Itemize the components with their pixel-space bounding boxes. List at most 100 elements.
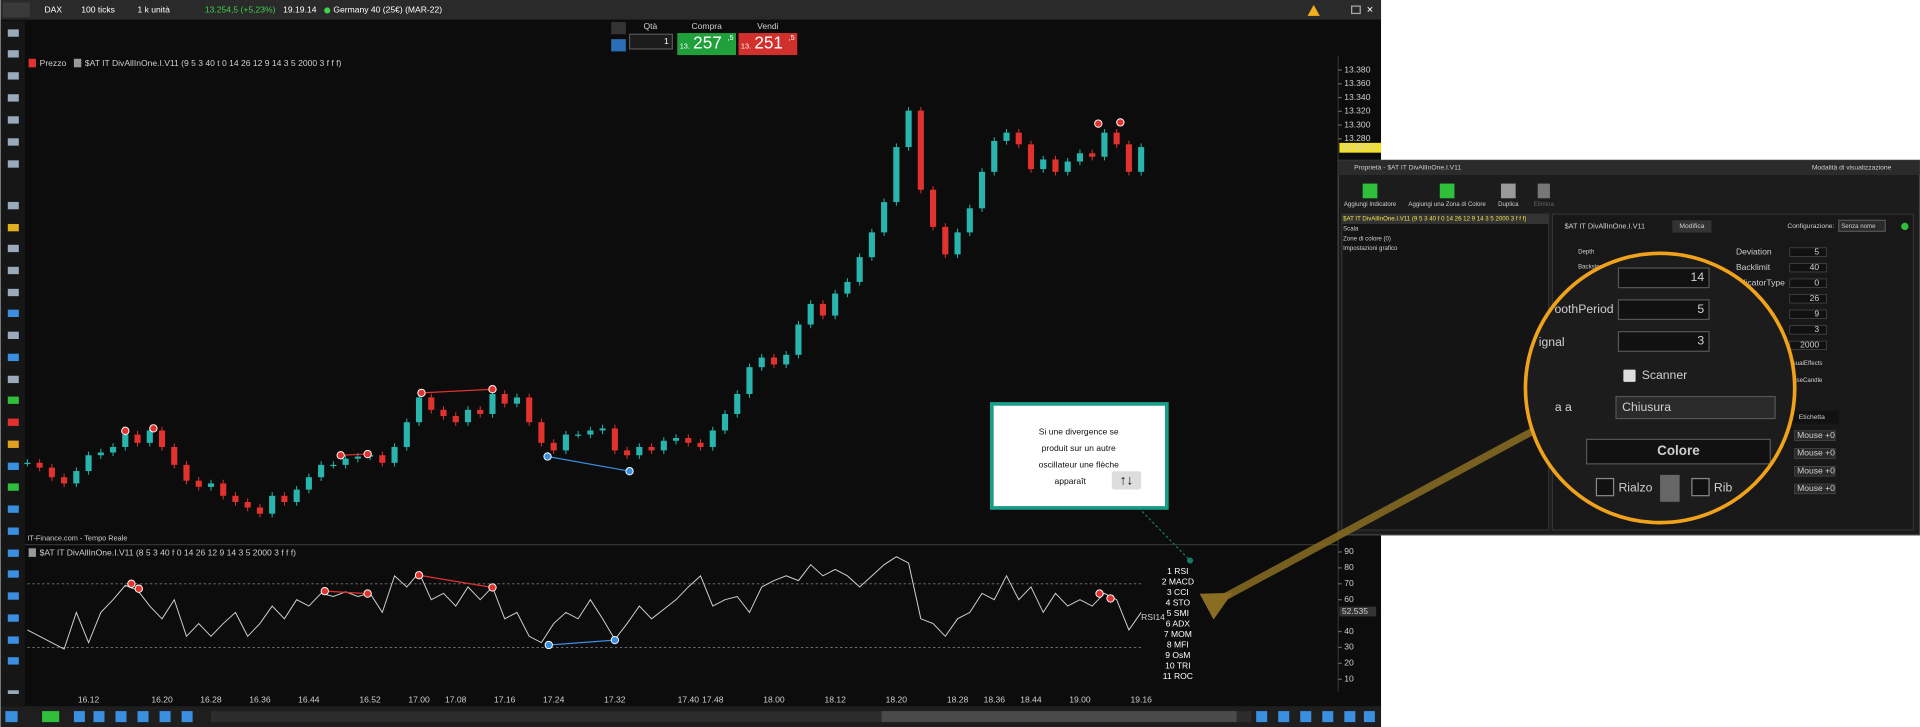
mouse-select[interactable] xyxy=(1794,430,1836,441)
param-label: Backlimit xyxy=(1736,262,1771,272)
oscillator-item[interactable]: 11 ROC xyxy=(1163,671,1193,681)
buy-label: Compra xyxy=(691,21,722,31)
param-input[interactable] xyxy=(1789,294,1827,304)
oscillator-item[interactable]: 7 MOM xyxy=(1164,629,1192,639)
order-tool[interactable] xyxy=(611,22,626,35)
zoom-param: oothPeriod xyxy=(1554,302,1613,316)
legend-swatch xyxy=(28,58,36,68)
oscillator-item[interactable]: 4 STO xyxy=(1166,597,1191,607)
x-tick-label: 17.08 xyxy=(445,694,467,704)
tree-item[interactable]: Zone di colore (0) xyxy=(1343,235,1391,242)
x-tick-label: 18.36 xyxy=(984,694,1006,704)
candle xyxy=(770,357,778,365)
param-label: Backstep xyxy=(1578,263,1604,270)
candle xyxy=(183,464,190,481)
tree-item[interactable]: Impostazioni grafico xyxy=(1343,245,1398,252)
indicator-legend[interactable]: $AT IT DivAllInOne.I.V11 (8 5 3 40 f 0 1… xyxy=(40,547,297,557)
sell-prefix: 13. xyxy=(741,41,751,50)
x-tick-label: 18.28 xyxy=(947,694,969,704)
edit-label[interactable]: Modifica xyxy=(1679,223,1704,230)
qty-input[interactable] xyxy=(628,33,673,50)
candle xyxy=(697,442,704,447)
param-input[interactable] xyxy=(1789,263,1827,273)
sell-suffix: ,5 xyxy=(789,33,795,42)
x-tick-label: 16.52 xyxy=(359,694,381,704)
param-label: ndicatorType xyxy=(1736,277,1785,287)
calc-value[interactable]: Chiusura xyxy=(1622,400,1671,414)
add-config[interactable] xyxy=(1901,222,1909,231)
label-header-bg xyxy=(1784,411,1839,424)
top-toolbar xyxy=(0,0,1382,20)
keypad[interactable] xyxy=(611,39,626,52)
candle xyxy=(232,495,239,502)
candle xyxy=(293,489,300,502)
sell-button[interactable] xyxy=(738,33,798,56)
x-tick-label: 17.40 xyxy=(678,694,700,704)
callout-box xyxy=(989,402,1169,510)
buy-suffix: ,5 xyxy=(727,33,733,42)
y-tick-label: 13.340 xyxy=(1344,92,1370,102)
y-tick-label: 13.300 xyxy=(1344,119,1370,129)
candle xyxy=(575,434,582,436)
buy-prefix: 13. xyxy=(680,41,690,50)
oscillator-item[interactable]: 10 TRI xyxy=(1165,661,1191,671)
instrument[interactable]: DAX xyxy=(45,5,63,15)
tree-item[interactable]: Scala xyxy=(1343,225,1359,232)
scanner-option[interactable]: Scanner xyxy=(1642,368,1688,382)
legend-price[interactable]: Prezzo xyxy=(40,58,67,68)
legend-indicator[interactable]: $AT IT DivAllInOne.I.V11 (9 5 3 40 t 0 1… xyxy=(85,58,342,68)
candle xyxy=(207,483,215,487)
close-button[interactable]: ✕ xyxy=(1366,5,1373,15)
param-input[interactable] xyxy=(1789,340,1827,350)
candle xyxy=(305,477,312,490)
display-mode[interactable]: Modalità di visualizzazione xyxy=(1812,164,1892,171)
candle xyxy=(195,480,202,487)
oscillator-item[interactable]: 6 ADX xyxy=(1166,618,1191,628)
param-input[interactable] xyxy=(1789,309,1827,319)
callout-line: oscillateur une flèche xyxy=(1039,459,1120,469)
config-value[interactable]: Senza nome xyxy=(1841,223,1876,230)
param-input[interactable] xyxy=(1789,278,1827,288)
tree-item[interactable]: $AT IT DivAllInOne.I.V11 (9 5 3 40 f 0 1… xyxy=(1343,216,1526,223)
add-zone[interactable]: Aggiungi una Zona di Colore xyxy=(1408,201,1486,208)
param-input[interactable] xyxy=(1789,247,1827,257)
oscillator-item[interactable]: 2 MACD xyxy=(1162,576,1194,586)
restore-button[interactable] xyxy=(1351,5,1361,15)
oscillator-item[interactable]: 3 CCI xyxy=(1167,587,1189,597)
candle xyxy=(61,477,68,484)
candle xyxy=(1113,132,1120,145)
oscillator-item[interactable]: 8 MFI xyxy=(1167,640,1189,650)
units[interactable]: 1 k unità xyxy=(138,5,171,15)
config-select[interactable] xyxy=(1838,219,1886,232)
param-value: 26 xyxy=(1810,293,1820,303)
param-label: Deviation xyxy=(1736,246,1772,256)
window-buttons xyxy=(1362,183,1550,199)
candle xyxy=(85,455,92,472)
x-tick-label: 16.28 xyxy=(200,694,222,704)
scroll-thumb[interactable] xyxy=(881,711,1237,723)
scrollbar[interactable] xyxy=(210,711,1252,723)
add-indicator[interactable]: Aggiungi Indicatore xyxy=(1344,201,1397,208)
candle xyxy=(709,430,716,447)
mouse-select[interactable] xyxy=(1794,466,1836,477)
candle xyxy=(1003,132,1010,141)
duplicate[interactable]: Duplica xyxy=(1498,201,1519,208)
qty[interactable]: 1 xyxy=(664,36,669,46)
ticks[interactable]: 100 ticks xyxy=(81,5,115,15)
candle xyxy=(550,442,557,451)
param-label: Depth xyxy=(1578,249,1594,256)
delete[interactable]: Elimina xyxy=(1534,201,1555,208)
mouse-select[interactable] xyxy=(1794,448,1836,459)
warning-icon[interactable] xyxy=(1307,4,1320,16)
candle xyxy=(403,422,410,447)
param-input[interactable] xyxy=(1789,325,1827,335)
oscillator-item[interactable]: 5 SMI xyxy=(1167,608,1189,618)
oscillator-item[interactable]: 9 OsM xyxy=(1165,650,1190,660)
edit-button[interactable] xyxy=(1672,220,1712,233)
oscillator-item[interactable]: 1 RSI xyxy=(1167,566,1188,576)
buy-button[interactable] xyxy=(677,33,737,56)
rsi-line xyxy=(27,556,1142,650)
sell-price[interactable]: 251 xyxy=(754,33,783,53)
mouse-select[interactable] xyxy=(1794,483,1836,495)
buy-price[interactable]: 257 xyxy=(693,33,722,53)
